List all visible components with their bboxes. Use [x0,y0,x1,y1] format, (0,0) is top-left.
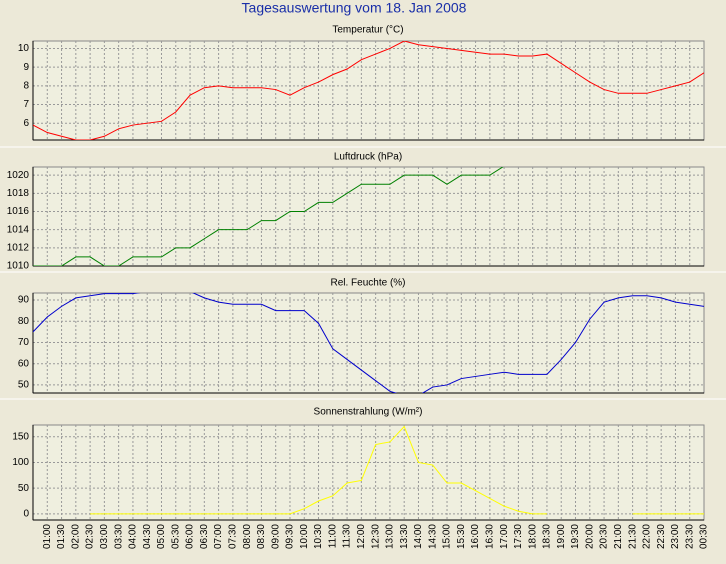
x-tick-label: 17:30 [513,524,524,549]
x-tick-label: 07:00 [213,524,224,549]
x-tick-label: 21:30 [627,524,638,549]
x-tick-label: 06:30 [199,524,210,549]
plot-area [32,424,705,521]
y-tick-label: 1014 [7,224,30,235]
y-tick-label: 60 [18,358,30,369]
x-tick-label: 02:00 [70,524,81,549]
line-series [33,167,504,266]
y-tick-label: 150 [12,431,29,442]
x-tick-label: 18:00 [527,524,538,549]
x-tick-label: 15:00 [442,524,453,549]
y-tick-label: 8 [23,80,29,91]
y-tick-label: 7 [23,99,29,110]
x-tick-label: 14:30 [427,524,438,549]
line-series [33,41,704,140]
x-tick-label: 16:00 [470,524,481,549]
x-tick-label: 07:30 [228,524,239,549]
panel-title: Temperatur (°C) [332,25,403,36]
x-tick-label: 11:00 [327,524,338,549]
x-tick-label: 19:00 [556,524,567,549]
x-tick-label: 17:00 [499,524,510,549]
x-tick-label: 13:30 [399,524,410,549]
x-tick-label: 06:00 [185,524,196,549]
x-tick-label: 23:30 [684,524,695,549]
x-tick-label: 20:30 [599,524,610,549]
x-tick-label: 01:00 [42,524,53,549]
x-tick-label: 19:30 [570,524,581,549]
y-tick-label: 9 [23,62,29,73]
panel-title: Sonnenstrahlung (W/m²) [314,407,423,418]
y-tick-label: 50 [18,483,30,494]
x-tick-label: 05:00 [156,524,167,549]
x-tick-label: 03:30 [113,524,124,549]
y-tick-label: 1010 [7,261,30,272]
x-tick-label: 09:30 [285,524,296,549]
y-tick-label: 90 [18,295,30,306]
x-tick-label: 04:00 [128,524,139,549]
x-tick-label: 21:00 [613,524,624,549]
x-tick-label: 22:00 [642,524,653,549]
x-tick-label: 05:30 [170,524,181,549]
x-tick-label: 15:30 [456,524,467,549]
x-tick-label: 14:00 [413,524,424,549]
x-tick-label: 08:30 [256,524,267,549]
y-tick-label: 10 [18,43,30,54]
panel-title: Rel. Feuchte (%) [330,278,405,289]
x-tick-label: 08:00 [242,524,253,549]
x-tick-label: 12:30 [370,524,381,549]
y-tick-label: 1012 [7,242,30,253]
x-tick-label: 03:00 [99,524,110,549]
x-tick-label: 16:30 [484,524,495,549]
page-title: Tagesauswertung vom 18. Jan 2008 [242,0,467,16]
y-tick-label: 100 [12,457,29,468]
x-tick-label: 01:30 [56,524,67,549]
y-tick-label: 1016 [7,206,30,217]
x-tick-label: 02:30 [85,524,96,549]
x-tick-label: 18:30 [542,524,553,549]
plot-area [32,292,705,394]
y-tick-label: 80 [18,316,30,327]
x-tick-label: 11:30 [342,524,353,549]
x-tick-label: 09:00 [270,524,281,549]
line-series [33,293,704,393]
x-tick-label: 13:00 [385,524,396,549]
x-tick-label: 00:30 [699,524,710,549]
x-tick-label: 10:30 [313,524,324,549]
y-tick-label: 1020 [7,170,30,181]
x-tick-label: 04:30 [142,524,153,549]
y-tick-label: 1018 [7,188,30,199]
y-tick-label: 0 [23,508,29,519]
y-tick-label: 6 [23,118,29,129]
x-tick-label: 20:00 [584,524,595,549]
x-tick-label: 12:00 [356,524,367,549]
line-series [90,425,547,515]
x-tick-label: 22:30 [656,524,667,549]
y-tick-label: 70 [18,337,30,348]
x-tick-label: 23:00 [670,524,681,549]
plot-area [32,166,705,267]
panel-title: Luftdruck (hPa) [334,152,402,163]
y-tick-label: 50 [18,380,30,391]
x-tick-label: 10:00 [299,524,310,549]
